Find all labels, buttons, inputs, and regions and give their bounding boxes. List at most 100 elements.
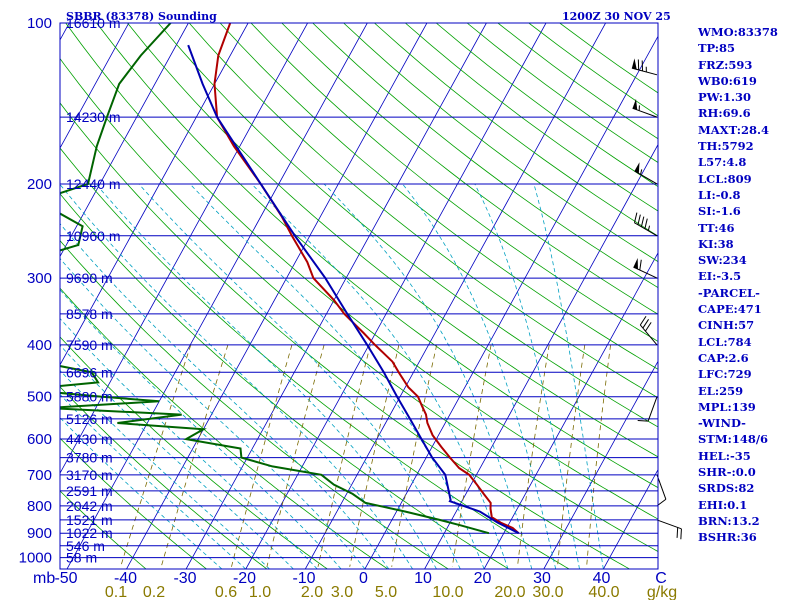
dry-adiabat-line [60, 437, 207, 569]
mixing-ratio-tick-labels: 0.1 0.2 0.6 1.0 2.0 3.0 5.0 10.0 20.0 30.0 40.0 g/k… [105, 584, 677, 600]
height-label: 4430 m [66, 431, 113, 447]
index-item: WB0:619 [698, 73, 757, 88]
index-item: TH:5792 [698, 139, 754, 154]
temperature-tick: 40 [593, 570, 611, 587]
temperature-tick: 10 [414, 570, 432, 587]
height-label: 5126 m [66, 411, 113, 427]
height-label: 16610 m [66, 15, 120, 31]
moist-adiabat-line [60, 393, 247, 569]
mixing-ratio-tick: 10.0 [432, 584, 463, 600]
mixing-ratio-line [231, 344, 293, 567]
dry-adiabat-line [188, 23, 658, 399]
pressure-tick: 700 [27, 467, 52, 484]
index-item: L57:4.8 [698, 155, 747, 170]
dry-adiabat-line [60, 239, 449, 569]
index-item: BRN:13.2 [698, 513, 760, 528]
mixing-ratio-tick: 0.2 [143, 584, 165, 600]
height-label: 546 m [66, 538, 105, 554]
indices-panel: WMO:83378 TP:85 FRZ:593 WB0:619 PW:1.30 RH:69… [698, 24, 800, 546]
mixing-ratio-line [317, 344, 371, 567]
moist-adiabat-line [138, 183, 461, 569]
mixing-ratio-tick: 2.0 [301, 584, 323, 600]
dry-adiabat-line [60, 102, 630, 569]
wind-barb [631, 58, 658, 76]
index-item: CINH:57 [698, 318, 755, 333]
index-item: TT:46 [698, 220, 735, 235]
isotherm-line [483, 252, 658, 569]
height-label: 6696 m [66, 364, 113, 380]
mixing-ratio-tick: 20.0 [494, 584, 525, 600]
mixing-ratio-tick: g/kg [647, 584, 677, 600]
wind-barb [632, 98, 658, 118]
index-item: LFC:729 [698, 367, 752, 382]
moist-adiabat-line [474, 183, 580, 569]
index-item: SI:-1.6 [698, 204, 741, 219]
isotherm-line [60, 23, 308, 475]
isotherm-lines [0, 23, 658, 569]
wind-barb [637, 396, 658, 422]
mixing-ratio-line [586, 344, 611, 567]
height-label: 9690 m [66, 270, 113, 286]
mixing-ratio-tick: 3.0 [331, 584, 353, 600]
moist-adiabat-line [323, 183, 533, 569]
dry-adiabat-line [219, 23, 658, 370]
mixing-ratio-line [160, 344, 229, 567]
index-item: EL:259 [698, 383, 744, 398]
index-item: FRZ:593 [698, 57, 753, 72]
moist-adiabat-line [251, 183, 509, 569]
index-item: EHI:0.1 [698, 497, 748, 512]
moist-adiabat-line [60, 369, 270, 569]
isotherm-line [0, 23, 10, 569]
mixing-ratio-lines [120, 344, 611, 567]
dry-adiabat-line [60, 386, 268, 569]
height-label: 10960 m [66, 228, 120, 244]
height-label: 7590 m [66, 337, 113, 353]
index-item: SW:234 [698, 253, 747, 268]
pressure-tick: 300 [27, 270, 52, 287]
index-item: MAXT:28.4 [698, 122, 769, 137]
moist-adiabat-line [95, 183, 437, 569]
mixing-ratio-line [517, 344, 550, 567]
dry-adiabat-line [96, 23, 658, 489]
plot-border [59, 22, 659, 570]
mixing-ratio-tick: 1.0 [249, 584, 271, 600]
pressure-tick: 1000 [19, 550, 52, 567]
pressure-tick: 800 [27, 498, 52, 515]
parcel-profile [187, 44, 520, 535]
mixing-ratio-line [391, 344, 438, 567]
sounding-profiles [60, 23, 520, 535]
height-label: 5880 m [66, 389, 113, 405]
dry-adiabat-line [60, 147, 570, 569]
height-label: 12440 m [66, 176, 120, 192]
index-item: HEL:-35 [698, 448, 751, 463]
height-labels: 16610 m 14230 m 12440 m 10960 m 9690 m 8578 m… [66, 15, 120, 566]
height-label: 8578 m [66, 306, 113, 322]
mixing-ratio-line [451, 344, 492, 567]
wind-barb [639, 315, 658, 346]
temperature-tick: -10 [292, 570, 315, 587]
index-item: BSHR:36 [698, 530, 757, 545]
mixing-ratio-tick: 40.0 [588, 584, 619, 600]
height-label: 14230 m [66, 109, 120, 125]
index-item: EI:-3.5 [698, 269, 742, 284]
wind-barb [656, 519, 682, 540]
mixing-ratio-line [349, 344, 400, 567]
station-title: SBBR (83378) Sounding [66, 10, 217, 23]
isotherm-line [60, 23, 130, 149]
temperature-tick: -50 [54, 570, 77, 587]
dry-adiabat-line [157, 23, 658, 428]
index-item: STM:148/6 [698, 432, 769, 447]
index-item: CAPE:471 [698, 302, 762, 317]
index-item: KI:38 [698, 236, 734, 251]
isotherm-line [543, 360, 658, 569]
isotherm-line [424, 143, 658, 569]
dry-adiabat-line [65, 23, 658, 520]
temperature-tick-labels: -50 -40 -30 -20 -10 0 10 20 30 40 Cmb [33, 570, 667, 587]
isotherm-line [126, 23, 428, 569]
wind-barbs [631, 58, 682, 540]
height-label: 58 m [66, 550, 97, 566]
wind-barb [634, 162, 658, 185]
height-label: 1521 m [66, 512, 113, 528]
dry-adiabat-line [343, 23, 658, 263]
